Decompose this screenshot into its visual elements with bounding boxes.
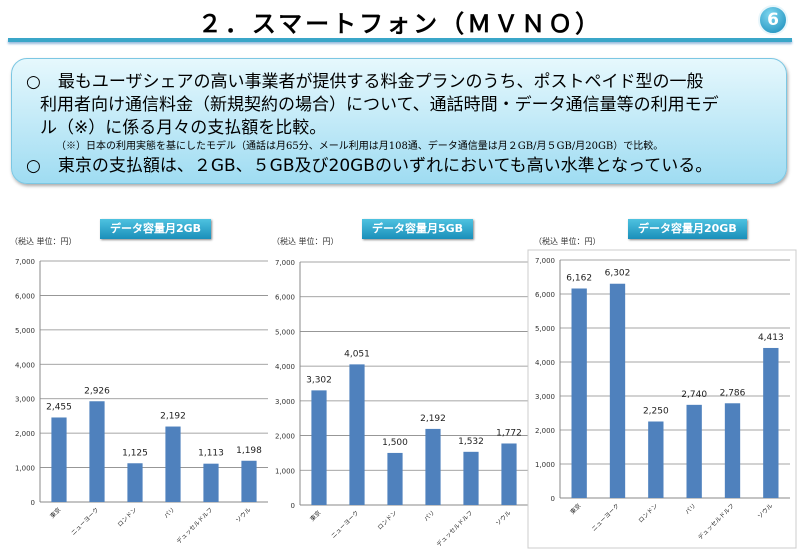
data-label: 6,302 [605, 269, 631, 279]
y-tick-label: 1,000 [275, 467, 295, 475]
chart-frame [527, 249, 797, 549]
data-label: 4,413 [758, 333, 784, 343]
data-label: 1,198 [236, 446, 262, 456]
y-tick-label: 4,000 [275, 363, 295, 371]
y-tick-label: 2,000 [535, 427, 555, 435]
bar [571, 288, 587, 498]
x-tick-label: デュッセルドルフ [696, 502, 736, 542]
bar [463, 451, 479, 505]
data-label: 2,455 [46, 402, 72, 412]
x-tick-label: 東京 [568, 502, 582, 516]
bar [501, 443, 517, 505]
y-tick-label: 7,000 [15, 258, 35, 266]
y-tick-label: 2,000 [275, 433, 295, 441]
unit-label: （税込 単位：円） [534, 237, 601, 246]
data-label: 2,740 [681, 390, 707, 400]
y-tick-label: 1,000 [535, 461, 555, 469]
chart-title: データ容量月5GB [362, 219, 474, 239]
data-label: 2,926 [84, 386, 110, 396]
bar [203, 463, 219, 502]
data-label: 1,113 [198, 449, 224, 459]
data-label: 2,250 [643, 407, 669, 417]
x-tick-label: パリ [684, 502, 697, 515]
bar [349, 364, 365, 505]
summary-note: （※）日本の利用実態を基にしたモデル（通話は月65分、メール利用は月108通、デ… [56, 141, 664, 152]
y-tick-label: 4,000 [15, 361, 35, 369]
summary-line: 利用者向け通信料金（新規契約の場合）について、通話時間・データ通信量等の利用モデ [40, 95, 719, 115]
y-tick-label: 6,000 [15, 292, 35, 300]
y-tick-label: 7,000 [275, 259, 295, 267]
page-number-badge: 6 [758, 5, 788, 35]
data-label: 1,125 [122, 448, 148, 458]
y-tick-label: 5,000 [275, 328, 295, 336]
y-tick-label: 5,000 [535, 325, 555, 333]
summary-line: ○ 東京の支払額は、２GB、５GB及び20GBのいずれにおいても高い水準となって… [26, 156, 713, 176]
data-label: 6,162 [566, 273, 592, 283]
bar [387, 452, 403, 505]
data-label: 4,051 [344, 349, 370, 359]
bar [127, 463, 143, 502]
unit-label: （税込 単位：円） [10, 237, 77, 246]
y-tick-label: 2,000 [15, 430, 35, 438]
y-tick-label: 3,000 [15, 396, 35, 404]
y-tick-label: 3,000 [535, 393, 555, 401]
y-tick-label: 4,000 [535, 359, 555, 367]
data-label: 1,500 [382, 438, 408, 448]
data-label: 2,786 [720, 388, 746, 398]
x-tick-label: ニューヨーク [590, 502, 620, 532]
bar [724, 403, 741, 498]
data-label: 2,192 [420, 414, 446, 424]
data-label: 1,532 [458, 437, 484, 447]
summary-line: ○ 最もユーザシェアの高い事業者が提供する料金プランのうち、ポストペイド型の一般 [26, 72, 704, 92]
x-tick-label: ソウル [756, 502, 774, 520]
bar [686, 404, 702, 498]
summary-box: ○ 最もユーザシェアの高い事業者が提供する料金プランのうち、ポストペイド型の一般… [11, 58, 787, 184]
data-label: 1,772 [496, 428, 522, 438]
bar [89, 401, 105, 502]
title-divider [8, 38, 792, 42]
y-tick-label: 0 [291, 502, 295, 510]
bar [165, 426, 181, 502]
x-tick-label: ロンドン [637, 502, 659, 524]
y-tick-label: 5,000 [15, 327, 35, 335]
bar [425, 428, 441, 505]
data-label: 3,302 [306, 375, 332, 385]
y-tick-label: 6,000 [535, 291, 555, 299]
bar [609, 283, 626, 498]
y-tick-label: 3,000 [275, 398, 295, 406]
chart-title: データ容量月2GB [100, 219, 212, 239]
page-title: ２．スマートフォン（ＭＶＮＯ） [197, 10, 603, 38]
bar [648, 421, 664, 498]
y-tick-label: 0 [31, 499, 35, 507]
bar [311, 390, 327, 505]
y-tick-label: 0 [551, 495, 555, 503]
unit-label: （税込 単位：円） [272, 237, 339, 246]
chart-title: データ容量月20GB [628, 219, 747, 239]
summary-line: ル（※）に係る月々の支払額を比較。 [40, 118, 327, 138]
bar [763, 347, 779, 498]
y-tick-label: 1,000 [15, 465, 35, 473]
data-label: 2,192 [160, 412, 186, 422]
y-tick-label: 7,000 [535, 257, 555, 265]
bar [241, 460, 257, 502]
y-tick-label: 6,000 [275, 294, 295, 302]
bar [51, 417, 67, 502]
